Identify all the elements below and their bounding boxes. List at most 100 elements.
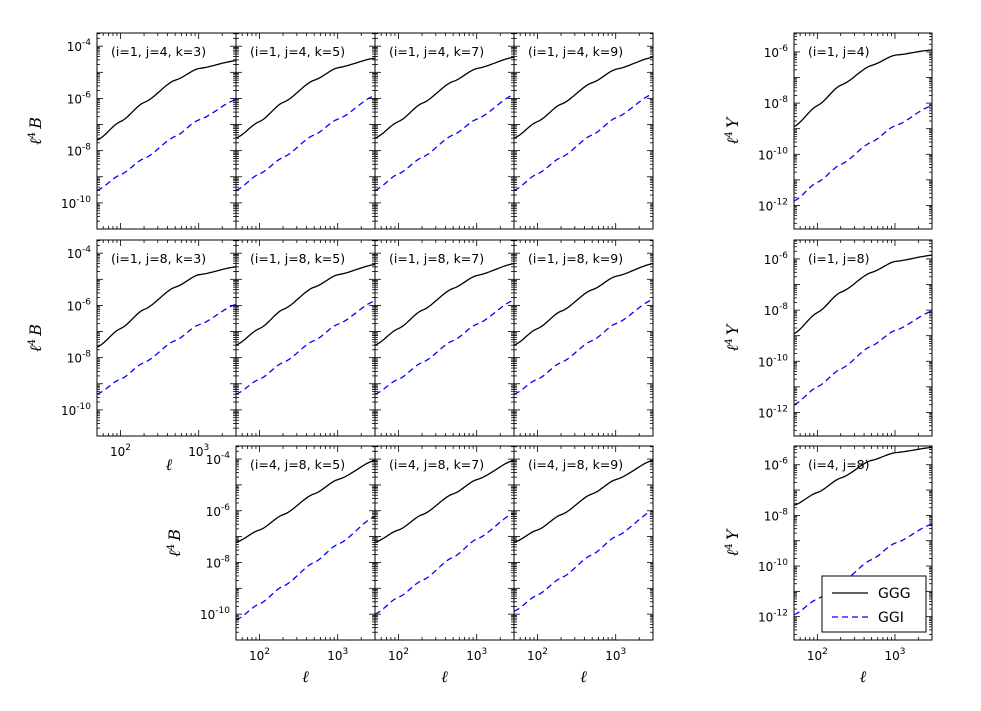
panel-label: (i=4, j=8, k=5) [250,457,345,472]
panel-label: (i=1, j=4, k=5) [250,44,345,59]
y-tick-label: 10-10 [61,195,91,211]
series-ggi-line [235,300,376,395]
series-ggi-line [235,515,376,621]
panel-label: (i=1, j=8) [808,251,870,266]
series-ggi-line [374,512,515,615]
x-tick-label: 102 [388,647,409,663]
y-tick-label: 10-12 [758,197,788,213]
series-ggi-line [374,93,515,191]
panel-0: (i=1, j=4, k=3) 10-10 10-8 10-6 10-4 ℓ4 B [26,32,237,230]
panel-frame [793,239,933,437]
series-ggi-line [235,94,376,191]
y-tick-label: 10-12 [758,404,788,420]
series-ggi-line [513,510,654,612]
panel-1: (i=1, j=4, k=5) [235,32,376,230]
series-ggg-line [793,49,933,128]
series-ggi-line [793,310,933,406]
y-tick-label: 10-8 [67,350,92,366]
y-tick-label: 10-6 [764,251,789,267]
legend-frame [821,575,927,633]
y-tick-label: 10-8 [764,95,789,111]
panel-12: (i=1, j=8) 10-12 10-10 10-8 10-6 ℓ4 Y [723,239,933,437]
y-axis-label: ℓ4 Y [723,323,742,351]
panel-5: (i=1, j=8, k=5) [235,239,376,437]
panel-frame [374,445,515,641]
panel-label: (i=1, j=8, k=3) [111,251,206,266]
panel-label: (i=1, j=4, k=3) [111,44,206,59]
panel-11: (i=1, j=4) 10-12 10-10 10-8 10-6 ℓ4 Y [723,32,933,230]
y-tick-label: 10-4 [206,451,231,467]
y-tick-label: 10-4 [67,245,92,261]
y-tick-label: 10-6 [764,44,789,60]
y-axis-label: ℓ4 B [165,529,184,557]
panel-label: (i=4, j=8, k=9) [528,457,623,472]
panel-2: (i=1, j=4, k=7) [374,32,515,230]
y-axis-label: ℓ4 B [26,324,45,352]
panel-7: (i=1, j=8, k=9) [513,239,654,437]
series-ggi-line [374,299,515,395]
x-tick-label: 102 [110,443,131,459]
panel-4: (i=1, j=8, k=3) 10-10 10-8 10-6 10-4 ℓ4 B 102 1… [26,239,237,474]
series-ggg-line [793,446,933,506]
x-axis-label: ℓ [302,667,309,686]
panel-label: (i=1, j=8, k=5) [250,251,345,266]
series-ggg-line [235,263,376,346]
series-ggg-line [374,56,515,139]
series-ggg-line [793,254,933,335]
y-tick-label: 10-8 [67,143,92,159]
panel-frame [374,32,515,230]
x-axis-label: ℓ [860,667,867,686]
panel-frame [793,32,933,230]
panel-frame [96,239,237,437]
panel-frame [235,445,376,641]
panel-frame [96,32,237,230]
y-tick-label: 10-6 [67,297,92,313]
x-tick-label: 103 [327,647,348,663]
panel-frame [235,32,376,230]
panel-label: (i=1, j=8, k=9) [528,251,623,266]
x-tick-label: 103 [605,647,626,663]
series-ggg-line [96,266,237,348]
y-axis-label: ℓ4 Y [723,116,742,144]
panel-10: (i=4, j=8, k=9) 102 103 ℓ [513,445,654,686]
series-ggg-line [374,262,515,346]
panel-frame [513,32,654,230]
y-tick-label: 10-10 [758,146,788,162]
panel-3: (i=1, j=4, k=9) [513,32,654,230]
panel-6: (i=1, j=8, k=7) [374,239,515,437]
x-axis-label: ℓ [441,667,448,686]
y-tick-label: 10-8 [764,302,789,318]
y-tick-label: 10-6 [206,503,231,519]
series-ggi-line [793,104,933,202]
series-ggg-line [513,56,654,139]
panel-frame [235,239,376,437]
y-tick-label: 10-10 [758,558,788,574]
x-axis-label: ℓ [580,667,587,686]
y-tick-label: 10-10 [200,606,230,622]
y-tick-label: 10-10 [758,353,788,369]
panel-13: (i=4, j=8) 10-12 10-10 10-8 10-6 ℓ4 Y 102 103 ℓ [723,445,933,686]
series-ggg-line [235,57,376,139]
panel-frame [513,445,654,641]
panel-label: (i=1, j=4, k=9) [528,44,623,59]
y-tick-label: 10-8 [206,554,231,570]
panel-8: (i=4, j=8, k=5) 10-10 10-8 10-6 10-4 ℓ4 B 102 1… [165,445,376,686]
legend-label-ggg: GGG [878,586,911,602]
panel-label: (i=1, j=4, k=7) [389,44,484,59]
panel-9: (i=4, j=8, k=7) 102 103 ℓ [374,445,515,686]
y-tick-label: 10-6 [764,457,789,473]
x-tick-label: 102 [249,647,270,663]
y-axis-label: ℓ4 B [26,117,45,145]
series-ggi-line [513,93,654,191]
y-tick-label: 10-4 [67,38,92,54]
panel-label: (i=1, j=4) [808,44,870,59]
y-tick-label: 10-10 [61,402,91,418]
series-ggg-line [235,459,376,543]
series-ggg-line [96,59,237,141]
x-axis-label: ℓ [166,455,173,474]
x-tick-label: 102 [527,647,548,663]
series-ggg-line [374,459,515,543]
x-tick-label: 103 [884,647,905,663]
legend-label-ggi: GGI [878,610,904,626]
